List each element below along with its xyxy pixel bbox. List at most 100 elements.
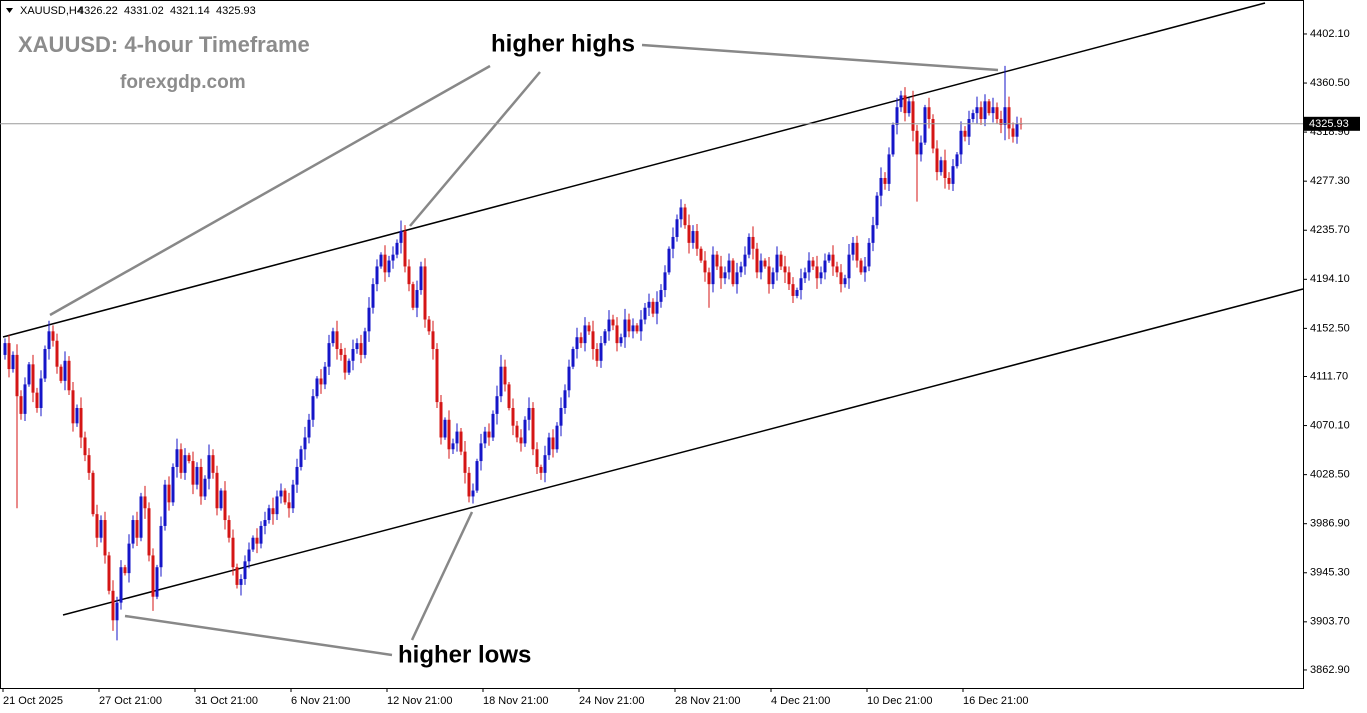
candle-body [1015, 123, 1019, 137]
candle-body [855, 242, 859, 261]
annotation: higher highs [491, 30, 635, 57]
candle-body [687, 225, 691, 243]
candle-body [975, 107, 979, 114]
candle-body [859, 260, 863, 273]
candle-body [743, 254, 747, 267]
candle-body [699, 248, 703, 261]
candle-body [455, 431, 459, 444]
y-tick-label: 4360.50 [1310, 77, 1350, 89]
candle-body [959, 130, 963, 155]
candle-body [351, 349, 355, 361]
y-tick-label: 4194.10 [1310, 273, 1350, 285]
symbol-title: XAUUSD,H4 [20, 5, 83, 17]
candle-body [79, 407, 83, 438]
candle-body [791, 284, 795, 296]
candle-body [187, 455, 191, 462]
candle-body [963, 130, 967, 137]
candle-body [503, 366, 507, 385]
candle-body [779, 254, 783, 267]
candle-body [375, 266, 379, 285]
candle-body [307, 419, 311, 438]
candle-body [63, 360, 67, 381]
candle-body [363, 331, 367, 355]
candle-body [7, 343, 11, 370]
candle-body [115, 602, 119, 621]
candle-body [487, 431, 491, 438]
candle-body [907, 101, 911, 114]
pointer [409, 71, 541, 227]
candle-body [295, 466, 299, 485]
candles [3, 65, 1023, 641]
candle-body [155, 567, 159, 597]
y-tick-label: 3903.70 [1310, 616, 1350, 628]
candle-body [747, 236, 751, 255]
pointers [49, 43, 999, 657]
candle-body [599, 343, 603, 361]
candle-body [851, 242, 855, 255]
candle-body [935, 148, 939, 173]
candle-body [15, 354, 19, 397]
pointer [124, 614, 393, 657]
ohlc-high: 4331.02 [124, 5, 164, 17]
candle-body [835, 266, 839, 273]
candle-body [715, 254, 719, 267]
candle-body [539, 466, 543, 473]
candle-body [695, 231, 699, 249]
candle-body [787, 272, 791, 285]
candle-body [883, 177, 887, 184]
candle-body [3, 343, 7, 355]
candle-body [683, 207, 687, 226]
candle-body [991, 107, 995, 114]
channel [2, 2, 1304, 616]
candle-body [815, 266, 819, 279]
candle-body [663, 272, 667, 291]
plot-frame [0, 0, 1304, 689]
candle-body [467, 472, 471, 497]
candle-body [915, 130, 919, 155]
candle-body [59, 366, 63, 381]
candle-body [243, 561, 247, 580]
candle-body [543, 455, 547, 473]
candle-body [727, 260, 731, 273]
candle-body [923, 107, 927, 143]
candle-body [575, 337, 579, 350]
candle-body [67, 360, 71, 391]
candle-body [967, 119, 971, 137]
candle-body [495, 396, 499, 414]
candle-body [587, 325, 591, 332]
candle-body [803, 272, 807, 279]
candle-body [795, 290, 799, 296]
candle-body [91, 472, 95, 515]
candle-body [491, 413, 495, 438]
candle-body [47, 331, 51, 350]
candle-body [411, 284, 415, 308]
candle-body [891, 124, 895, 155]
candle-body [183, 455, 187, 473]
candle-body [755, 248, 759, 273]
candle-body [555, 425, 559, 450]
candle-body [563, 390, 567, 408]
candle-body [531, 407, 535, 450]
candle-body [863, 266, 867, 273]
lower-trendline [62, 288, 1304, 616]
candle-body [827, 254, 831, 261]
candle-body [143, 496, 147, 509]
x-tick-label: 6 Nov 21:00 [291, 695, 350, 707]
price-label: 4325.93 [1309, 118, 1349, 130]
candle-body [611, 319, 615, 326]
y-tick-label: 4235.70 [1310, 224, 1350, 236]
y-tick-label: 4070.10 [1310, 419, 1350, 431]
candle-body [519, 437, 523, 444]
candle-body [223, 490, 227, 521]
candle-body [871, 225, 875, 243]
candle-body [703, 260, 707, 273]
candle-body [671, 236, 675, 249]
candle-body [999, 119, 1003, 125]
candle-body [383, 254, 387, 273]
candle-body [507, 384, 511, 408]
watermark: XAUUSD: 4-hour Timeframe [18, 32, 310, 57]
candle-body [619, 337, 623, 344]
candle-body [631, 325, 635, 332]
candle-body [379, 254, 383, 267]
